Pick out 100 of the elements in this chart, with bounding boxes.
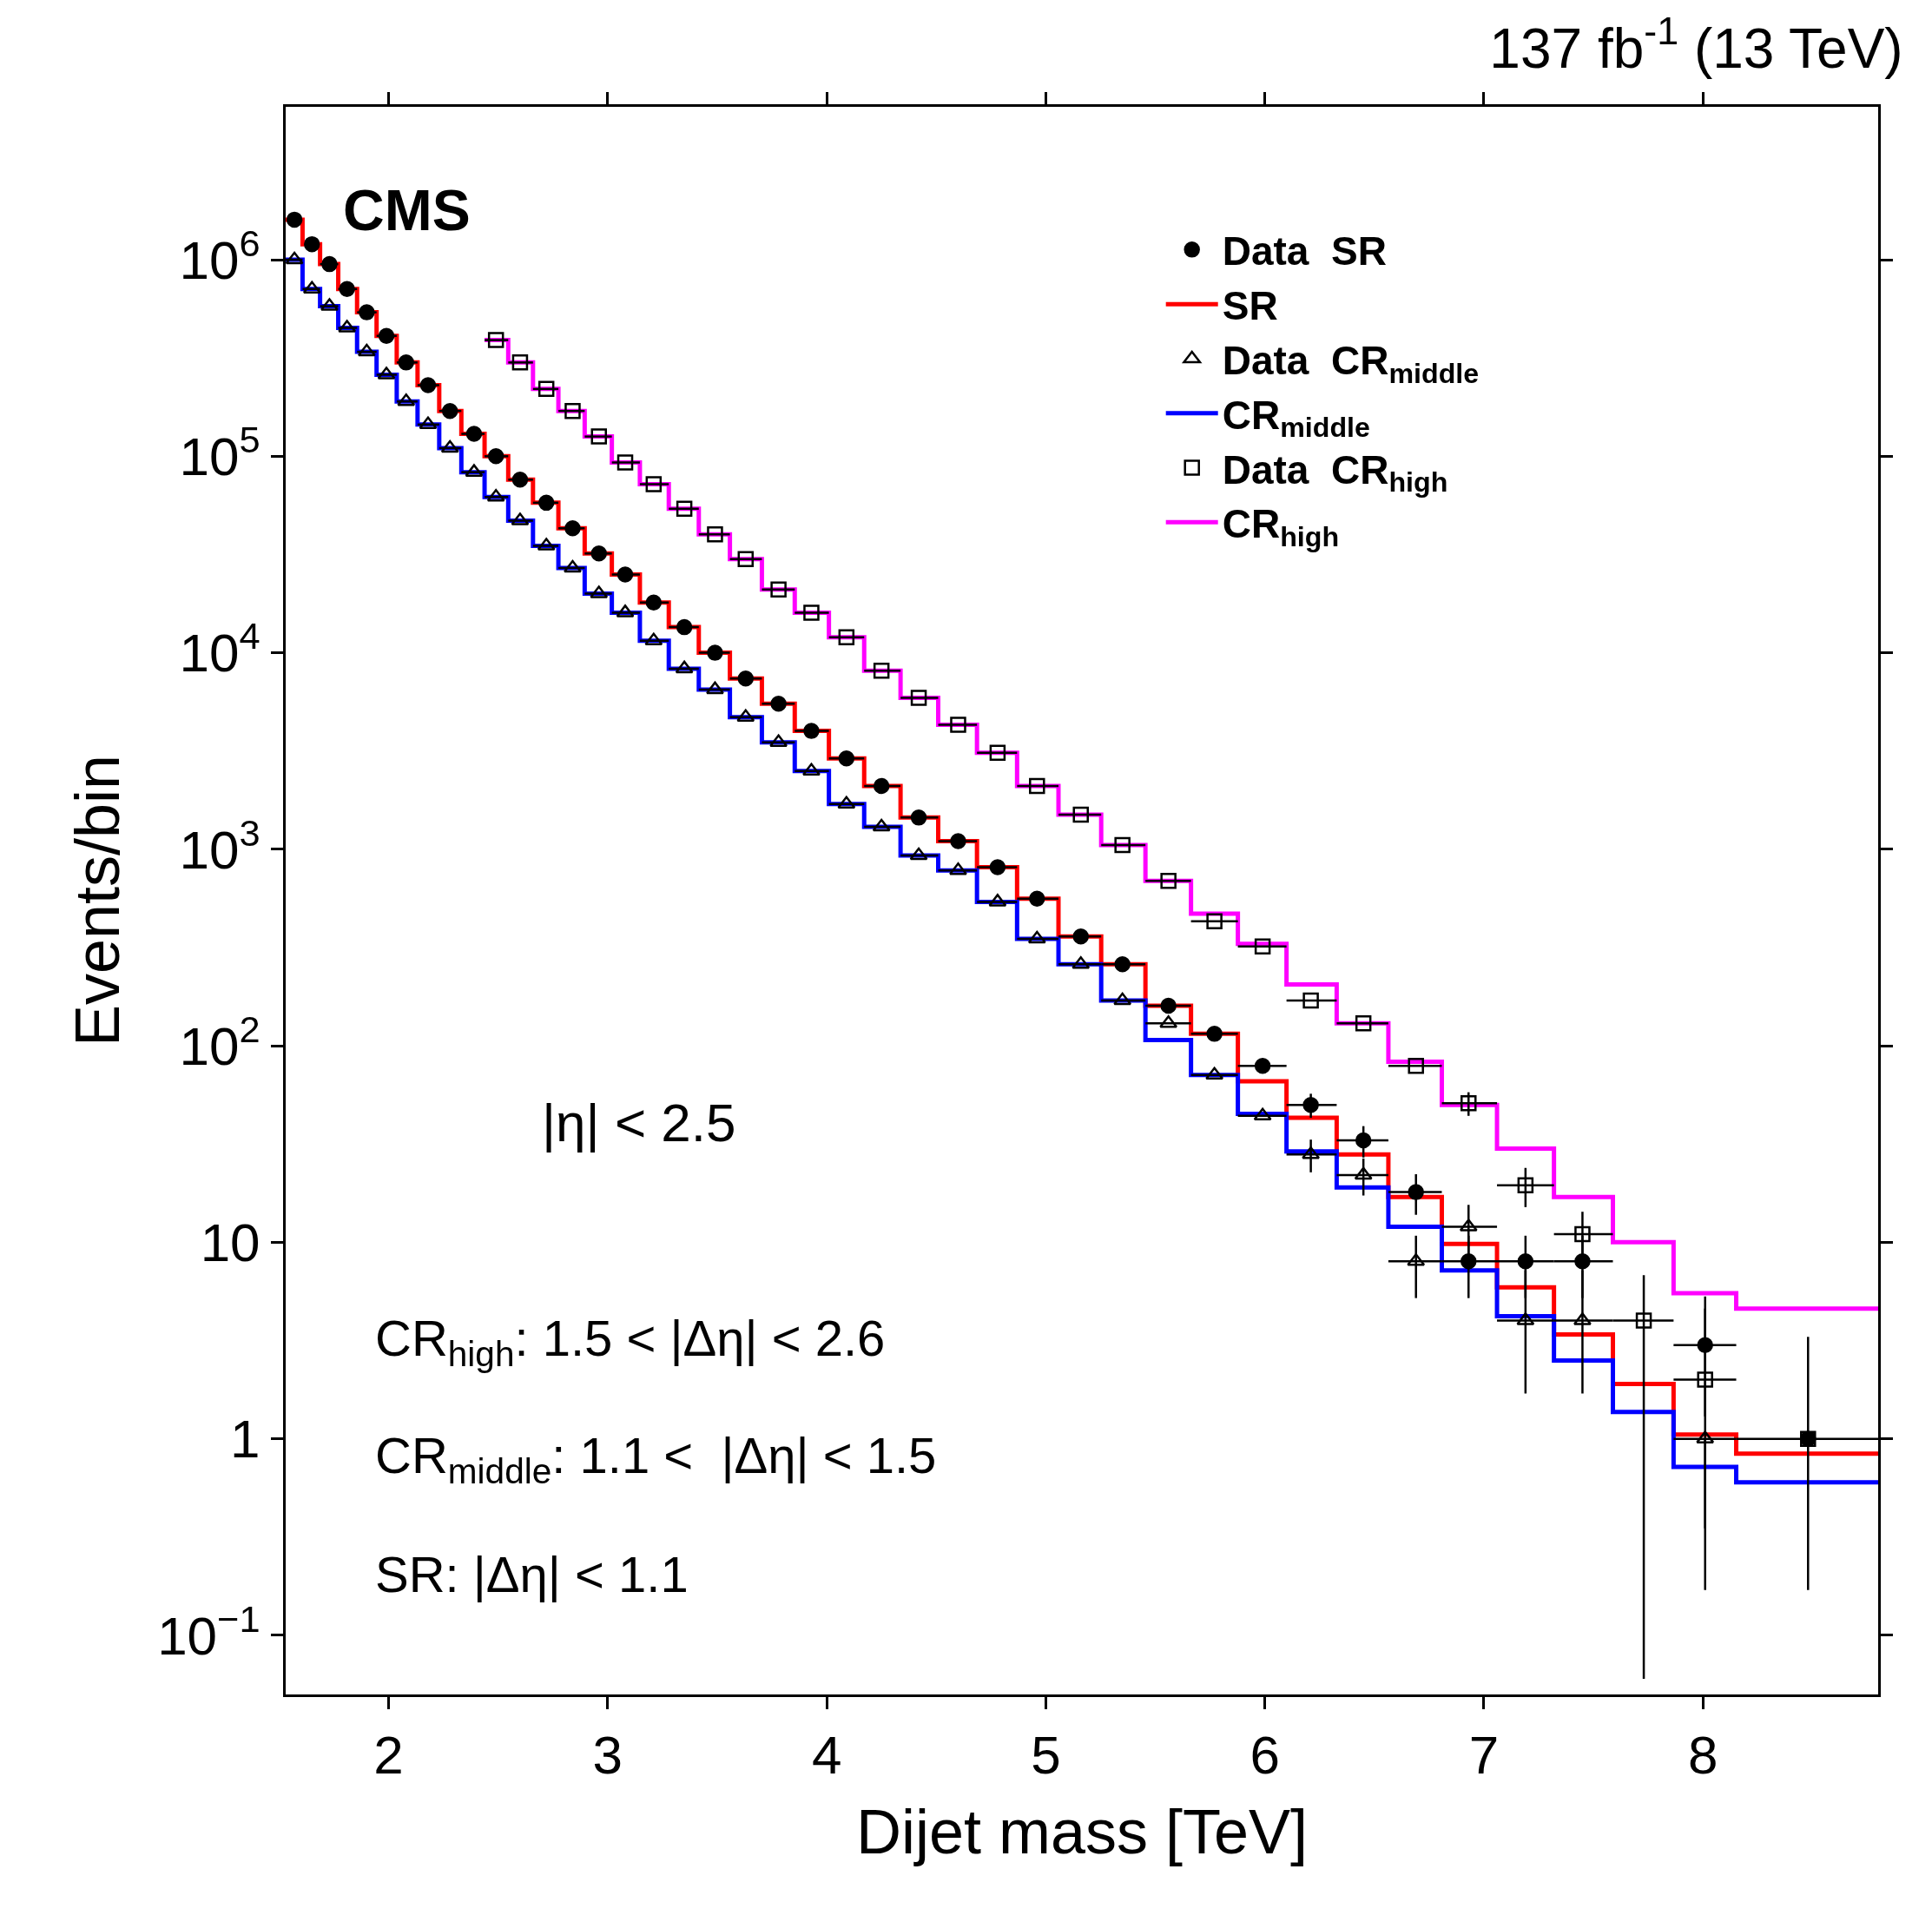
annotation: |η| < 2.5 xyxy=(542,1093,736,1153)
point xyxy=(1517,1177,1534,1193)
point xyxy=(359,304,375,320)
point xyxy=(1160,873,1177,889)
point xyxy=(1302,1146,1321,1159)
point xyxy=(1461,1253,1477,1270)
point xyxy=(1205,1067,1224,1080)
y-tick-label: 10 xyxy=(200,1212,260,1273)
chart-title: 137 fb$^{-1}$ (13 TeV) xyxy=(1489,9,1903,80)
point xyxy=(286,211,303,228)
y-tick-label: 10$^{4}$ xyxy=(179,615,260,684)
x-tick-label: 3 xyxy=(592,1725,623,1786)
point xyxy=(1072,955,1091,969)
point xyxy=(1113,992,1132,1006)
point xyxy=(645,476,663,492)
point xyxy=(675,660,694,674)
x-axis-title: Dijet mass [TeV] xyxy=(855,1797,1309,1867)
point xyxy=(321,255,338,273)
x-tick-label: 5 xyxy=(1031,1725,1061,1786)
point xyxy=(873,663,890,679)
point xyxy=(564,402,581,419)
point xyxy=(737,551,755,567)
point xyxy=(737,670,755,687)
point xyxy=(564,520,581,537)
point xyxy=(419,416,438,430)
y-axis-title: Events/bin xyxy=(63,754,133,1047)
point xyxy=(1461,1095,1477,1112)
point xyxy=(1697,1371,1713,1388)
point xyxy=(398,354,414,371)
legend-label: CR$_{middle}$ xyxy=(1222,392,1370,444)
point xyxy=(645,594,663,611)
x-tick-label: 7 xyxy=(1468,1725,1500,1786)
point xyxy=(590,428,607,445)
legend-label: Data CR$_{middle}$ xyxy=(1222,337,1480,389)
point xyxy=(707,526,723,543)
point xyxy=(465,426,483,442)
point xyxy=(1635,1312,1652,1329)
annotation: CR$_{high}$: 1.5 < |Δη| < 2.6 xyxy=(375,1310,886,1375)
point xyxy=(770,696,787,712)
point xyxy=(1408,1184,1424,1200)
point xyxy=(770,581,787,598)
y-tick-label: 10$^{2}$ xyxy=(179,1007,260,1076)
point xyxy=(989,744,1006,761)
point xyxy=(1027,930,1046,944)
point xyxy=(1517,1253,1534,1270)
y-tick-label: 10$^{3}$ xyxy=(179,811,260,880)
point xyxy=(304,235,320,253)
annotation: CR$_{middle}$: 1.1 < |Δη| < 1.5 xyxy=(375,1427,937,1492)
point xyxy=(910,690,927,706)
point xyxy=(537,494,555,512)
x-tick-label: 8 xyxy=(1687,1725,1718,1786)
point xyxy=(1206,1026,1223,1042)
point xyxy=(537,380,555,398)
annotation: SR: |Δη| < 1.1 xyxy=(375,1546,689,1602)
point xyxy=(440,439,459,453)
point xyxy=(357,343,376,357)
point xyxy=(563,559,582,573)
point xyxy=(1354,1166,1373,1180)
y-tick-label: 10$^{5}$ xyxy=(179,418,260,487)
point xyxy=(1254,1058,1271,1074)
point xyxy=(1355,1132,1372,1149)
legend-label: Data SR xyxy=(1222,228,1387,274)
point xyxy=(644,632,663,646)
point xyxy=(617,566,634,583)
point xyxy=(1072,806,1089,823)
point xyxy=(1302,992,1319,1009)
point xyxy=(1253,1107,1272,1121)
point xyxy=(419,377,437,393)
point xyxy=(676,618,693,636)
point xyxy=(1206,913,1223,930)
point xyxy=(441,402,458,419)
point xyxy=(950,833,966,849)
point xyxy=(617,454,634,471)
point xyxy=(487,448,504,465)
x-tick-label: 6 xyxy=(1250,1725,1280,1786)
y-tick-label: 10$^{−1}$ xyxy=(157,1597,260,1666)
point xyxy=(707,644,723,661)
point xyxy=(1302,1096,1319,1113)
x-tick-label: 2 xyxy=(373,1725,404,1786)
point xyxy=(339,281,355,297)
point xyxy=(487,332,504,348)
point xyxy=(989,859,1006,875)
legend-label: SR xyxy=(1222,283,1278,329)
point xyxy=(838,629,855,645)
point xyxy=(801,763,821,776)
point xyxy=(838,750,855,767)
point xyxy=(803,604,820,621)
point xyxy=(705,681,724,695)
point xyxy=(1029,890,1045,908)
x-tick-label: 4 xyxy=(811,1725,842,1786)
point xyxy=(1254,938,1271,955)
point xyxy=(950,717,966,733)
point xyxy=(1029,777,1045,795)
point xyxy=(1160,997,1177,1014)
point xyxy=(1355,1015,1372,1032)
point xyxy=(676,500,693,518)
point xyxy=(590,545,607,562)
point xyxy=(1072,928,1089,945)
point xyxy=(1408,1058,1424,1074)
y-tick-label: 1 xyxy=(230,1409,260,1470)
